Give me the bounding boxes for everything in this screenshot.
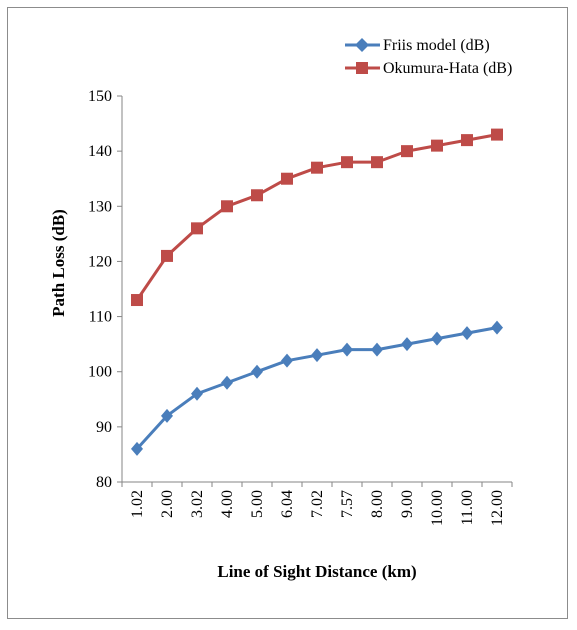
x-tick-label: 6.04 [279, 490, 296, 518]
data-point-square [371, 156, 383, 169]
x-tick-label: 11.00 [459, 490, 476, 525]
data-point-square [131, 294, 143, 307]
data-point-diamond [191, 386, 203, 401]
data-point-diamond [341, 342, 353, 357]
legend-square-icon [356, 62, 368, 74]
legend: Friis model (dB) Okumura-Hata (dB) [345, 37, 512, 77]
y-tick-label: 110 [89, 309, 112, 326]
legend-label-okumura: Okumura-Hata (dB) [383, 60, 512, 77]
x-tick-label: 9.00 [399, 490, 416, 518]
data-point-square [431, 139, 443, 152]
data-point-square [461, 134, 473, 147]
x-tick-label: 5.00 [249, 490, 266, 518]
data-point-square [161, 249, 173, 262]
x-tick-label: 3.02 [189, 490, 206, 518]
series-layer [131, 128, 503, 456]
data-point-diamond [221, 375, 233, 390]
series-line-1 [135, 133, 498, 301]
x-tick-label: 2.00 [159, 490, 176, 518]
axes [117, 95, 513, 487]
data-point-diamond [251, 364, 263, 379]
y-tick-label: 130 [88, 198, 112, 215]
data-point-square [191, 222, 203, 235]
y-tick-label: 150 [88, 88, 112, 105]
legend-item-friis: Friis model (dB) [345, 37, 490, 54]
data-point-diamond [281, 353, 293, 368]
data-point-diamond [131, 441, 143, 456]
data-point-square [281, 172, 293, 185]
y-tick-label: 140 [88, 143, 112, 160]
data-point-diamond [431, 331, 443, 346]
x-tick-label: 7.02 [309, 490, 326, 518]
series-line-0 [135, 326, 498, 450]
data-point-square [491, 128, 503, 141]
data-point-square [251, 189, 263, 202]
data-point-diamond [311, 348, 323, 363]
x-tick-label: 10.00 [429, 490, 446, 526]
y-tick-label: 120 [88, 253, 112, 270]
x-tick-label: 4.00 [219, 490, 236, 518]
data-point-square [221, 200, 233, 213]
chart-frame [7, 7, 568, 619]
legend-label-friis: Friis model (dB) [383, 37, 490, 54]
data-point-diamond [371, 342, 383, 357]
legend-diamond-icon [355, 38, 369, 52]
data-point-square [311, 161, 323, 174]
x-axis-title: Line of Sight Distance (km) [217, 562, 416, 581]
data-point-diamond [491, 320, 503, 335]
data-point-diamond [461, 326, 473, 341]
y-axis-title: Path Loss (dB) [49, 209, 68, 317]
data-point-diamond [161, 408, 173, 423]
x-tick-labels: 1.02 2.00 3.02 4.00 5.00 6.04 7.02 7.57 8.00 9.00… [129, 490, 506, 526]
x-tick-label: 8.00 [369, 490, 386, 518]
legend-item-okumura: Okumura-Hata (dB) [345, 60, 512, 77]
x-tick-label: 7.57 [339, 490, 356, 518]
data-point-diamond [401, 337, 413, 352]
data-point-square [401, 145, 413, 158]
data-point-square [341, 156, 353, 169]
y-tick-labels: 80 90 100 110 120 130 140 150 [88, 88, 112, 491]
y-tick-label: 90 [96, 419, 112, 436]
y-tick-label: 80 [96, 474, 112, 491]
x-tick-label: 1.02 [129, 490, 146, 518]
x-tick-label: 12.00 [489, 490, 506, 526]
y-tick-label: 100 [88, 364, 112, 381]
